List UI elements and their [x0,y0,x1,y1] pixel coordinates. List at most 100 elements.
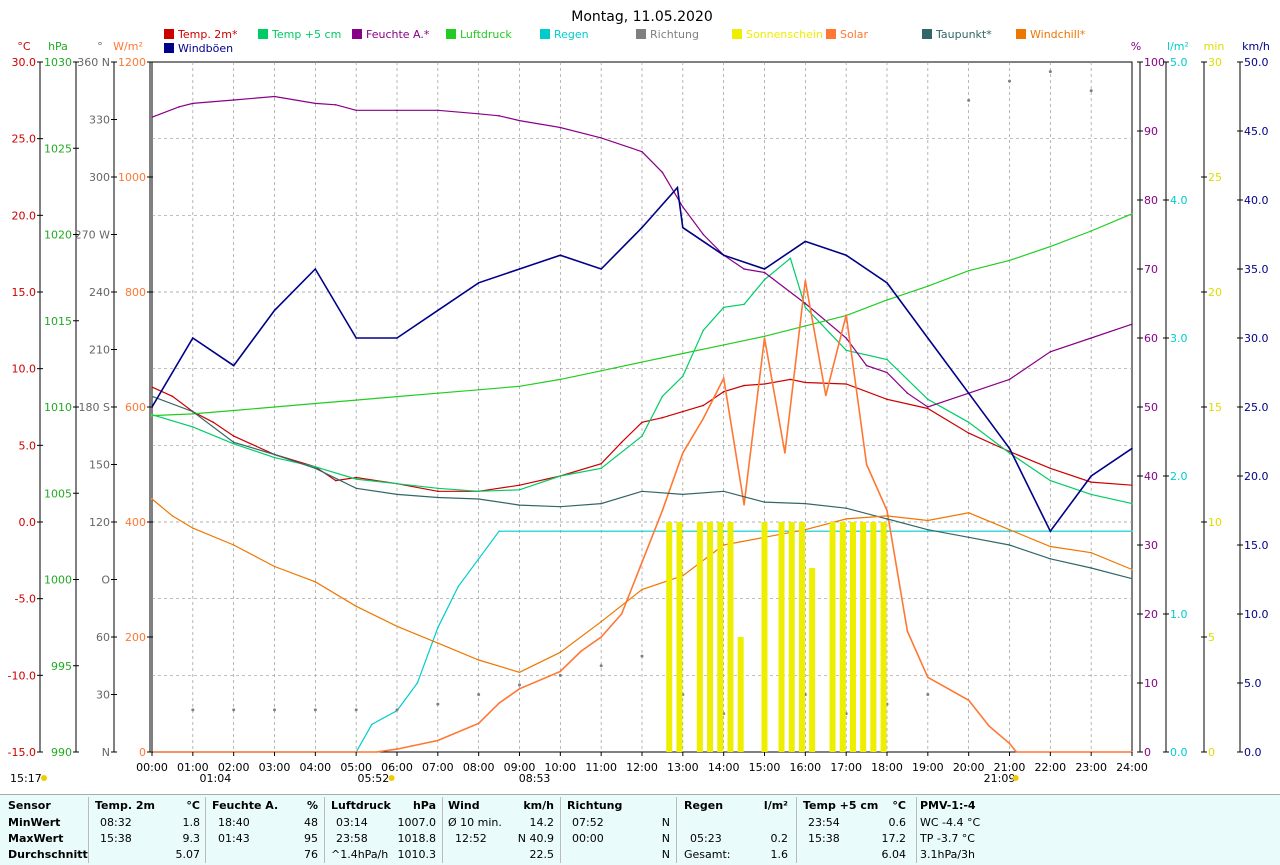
data-point [784,452,786,454]
x-tick-label: 08:00 [463,761,495,774]
stat-cell: N 40.9 [517,832,554,845]
data-point [804,302,807,305]
data-point [192,527,194,529]
axis-tick-label-temp: 0.0 [19,516,37,529]
data-point [396,337,398,339]
x-tick-label: 14:00 [708,761,740,774]
data-point [886,518,888,520]
data-point [1090,567,1092,569]
data-point [927,519,929,522]
data-point [518,268,521,270]
series-line-feuchte-a- [151,95,1133,408]
x-tick-label: 05:00 [340,761,372,774]
data-point [396,482,398,485]
axis-tick-label-sunshine: 15 [1208,401,1222,414]
data-point [477,490,480,493]
x-tick-label: 06:00 [381,761,413,774]
x-tick-label: 16:00 [789,761,821,774]
data-point [273,456,276,459]
data-point [886,515,888,517]
data-point [722,377,725,380]
x-tick-label: 17:00 [830,761,862,774]
stat-cell: TP -3.7 °C [920,832,975,845]
data-point [314,466,317,468]
legend-swatch [164,43,174,53]
stat-cell: hPa [412,799,436,812]
data-point [1049,351,1052,353]
stat-cell: 01:43 [218,832,250,845]
x-tick-label: 04:00 [299,761,331,774]
data-point [1090,493,1092,496]
sunshine-bar [870,522,877,752]
axis-tick-label-direction: O [101,574,110,587]
axis-tick-label-humidity: 60 [1144,332,1158,345]
stat-cell: 14.2 [529,816,555,829]
direction-point [436,702,440,706]
x-tick-label: 18:00 [871,761,903,774]
axis-tick-label-solar: 1200 [118,56,146,69]
data-point [355,478,357,480]
data-point [886,282,888,284]
data-point [518,385,521,388]
axis-tick-label-wind: 25.0 [1244,401,1269,414]
legend-swatch [540,29,550,39]
stat-cell: N [661,816,670,829]
stat-cell: 95 [304,832,318,845]
sunshine-bar [849,522,856,752]
column-separator [442,797,443,863]
data-point [314,402,317,405]
axis-tick-label-wind: 5.0 [1244,677,1262,690]
axis-tick-label-humidity: 40 [1144,470,1158,483]
column-separator [205,797,206,863]
axis-tick-label-rain: 5.0 [1170,56,1188,69]
legend-label: Luftdruck [460,28,512,41]
data-point [437,309,439,312]
data-point [743,268,745,270]
data-point [967,269,970,272]
data-point [498,702,500,704]
axis-tick-label-rain: 2.0 [1170,470,1188,483]
data-point [437,642,439,644]
series-line-windchill- [151,498,1133,673]
data-point [559,651,562,654]
axis-tick-label-temp: -15.0 [8,746,36,759]
column-separator [676,797,677,863]
stat-cell: 48 [304,816,318,829]
axis-tick-label-temp: 10.0 [12,363,37,376]
stat-cell: 15:38 [100,832,132,845]
axis-tick-label-rain: 1.0 [1170,608,1188,621]
x-tick-label: 22:00 [1034,761,1066,774]
data-point [661,395,664,398]
axis-tick-label-direction: 270 W [75,229,110,242]
data-point [355,605,357,608]
legend: Temp. 2m* Temp +5 cm Feuchte A.* Luftdruck R… [164,28,1086,55]
column-separator [916,797,917,863]
axis-tick-label-direction: 300 [89,171,110,184]
legend-label: Regen [554,28,589,41]
data-point [151,414,153,417]
legend-swatch [446,29,456,39]
axis-tick-label-humidity: 20 [1144,608,1158,621]
data-point [192,410,194,413]
data-point [1090,337,1092,339]
direction-point [232,708,236,712]
stat-cell: 1010.3 [397,848,437,861]
data-point [661,171,664,174]
axis-tick-label-humidity: 70 [1144,263,1158,276]
axis-tick-label-rain: 4.0 [1170,194,1188,207]
axis-tick-label-direction: 30 [96,689,110,702]
legend-label: Taupunkt* [935,28,992,41]
data-point [437,496,439,499]
axis-tick-label-direction: 330 [89,114,110,127]
stat-cell: 23:58 [336,832,368,845]
axis-tick-label-direction: 60 [96,631,110,644]
data-point [437,487,439,490]
data-point [1015,751,1018,753]
series-line-regen [152,530,1132,753]
axis-tick-label-wind: 10.0 [1244,608,1269,621]
stat-cell: km/h [523,799,554,812]
direction-point [273,708,276,712]
data-point [355,476,357,479]
axis-tick-label-temp: 20.0 [12,209,37,222]
data-point [212,421,215,424]
